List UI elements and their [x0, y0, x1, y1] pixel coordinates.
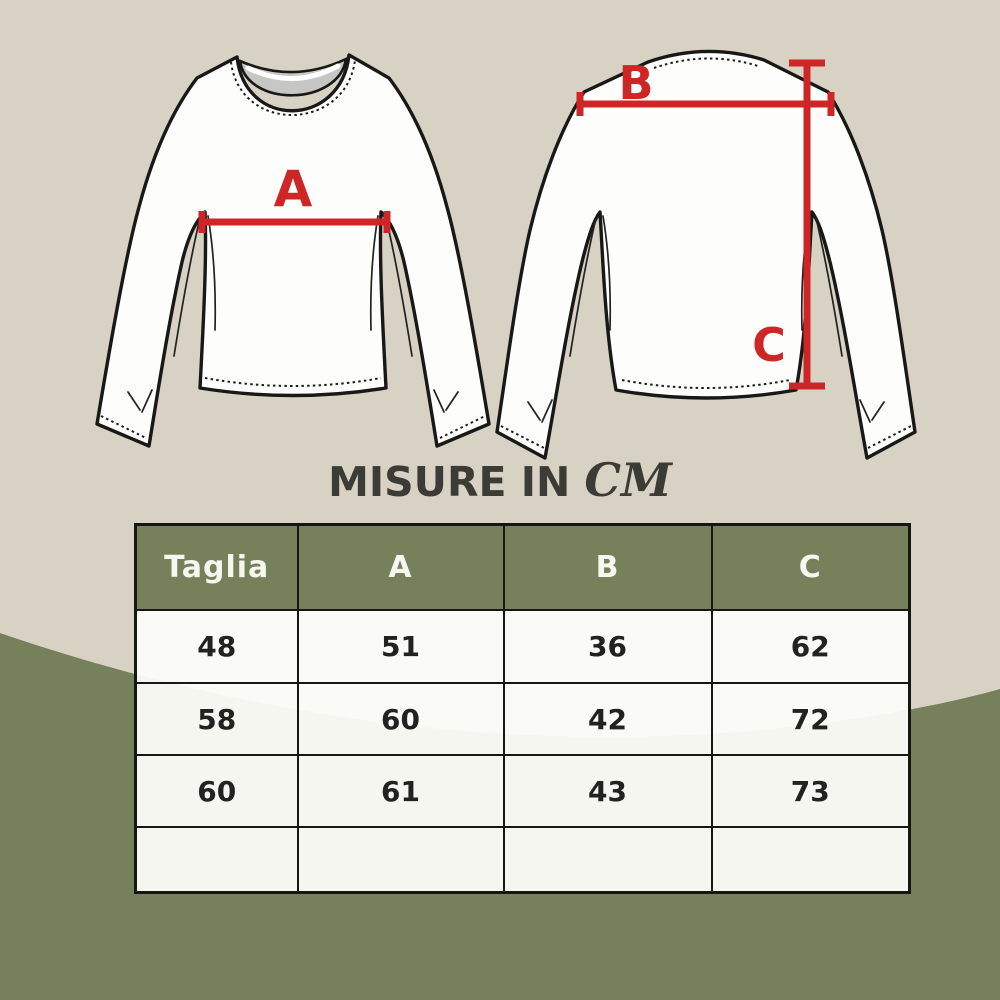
measure-label-c: C: [752, 318, 786, 372]
measure-line-b: [576, 92, 835, 116]
front-cuff-stitching: [100, 415, 486, 439]
header-cell-taglia: Taglia: [134, 523, 299, 611]
header-cell-a: A: [296, 523, 505, 611]
cell-b: 42: [502, 682, 713, 756]
table-row: 60 61 43 73: [134, 754, 911, 828]
back-neckline-stitching: [653, 57, 759, 69]
table-row: 48 51 36 62: [134, 609, 911, 684]
front-hem-stitching: [204, 377, 382, 387]
cell-a: 51: [296, 609, 505, 684]
front-fabric-creases: [127, 215, 459, 413]
cell-a: [296, 826, 505, 894]
table-row: 58 60 42 72: [134, 682, 911, 756]
cell-b: 36: [502, 609, 713, 684]
cell-a: 60: [296, 682, 505, 756]
cell-c: [710, 826, 911, 894]
back-hem-stitching: [621, 379, 791, 389]
cell-size: 48: [134, 609, 299, 684]
size-table-body: 48 51 36 62 58 60 42 72 60 61 43 73: [134, 609, 911, 894]
cell-a: 61: [296, 754, 505, 828]
back-garment-outline: [495, 49, 917, 460]
measure-line-a: [198, 211, 391, 233]
cell-b: [502, 826, 713, 894]
header-row: Taglia A B C: [134, 523, 911, 611]
table-row-empty: [134, 826, 911, 894]
chart-title: MISURE IN CM: [0, 452, 1000, 512]
front-collar-band-highlight: [245, 63, 341, 81]
cell-size: 58: [134, 682, 299, 756]
header-cell-b: B: [502, 523, 713, 611]
garment-back-view: B C: [495, 49, 917, 460]
cell-c: 72: [710, 682, 911, 756]
measure-label-b: B: [618, 56, 653, 110]
measure-line-c: [789, 59, 825, 390]
back-cuff-stitching: [500, 425, 912, 449]
back-fabric-creases: [527, 215, 885, 423]
measurement-diagram: A B C: [95, 49, 917, 460]
cell-b: 43: [502, 754, 713, 828]
measure-label-a: A: [274, 160, 313, 218]
chart-title-text: MISURE IN: [328, 458, 571, 506]
header-cell-c: C: [710, 523, 911, 611]
chart-title-unit: CM: [584, 453, 672, 507]
cell-c: 73: [710, 754, 911, 828]
front-garment-outline: [95, 53, 491, 448]
size-table: Taglia A B C 48 51 36 62 58 60 42 72 60 …: [134, 523, 911, 894]
garment-front-view: A: [95, 53, 491, 448]
cell-c: 62: [710, 609, 911, 684]
size-table-header: Taglia A B C: [134, 523, 911, 611]
front-neckline-stitching: [230, 59, 356, 116]
cell-size: 60: [134, 754, 299, 828]
cell-size: [134, 826, 299, 894]
